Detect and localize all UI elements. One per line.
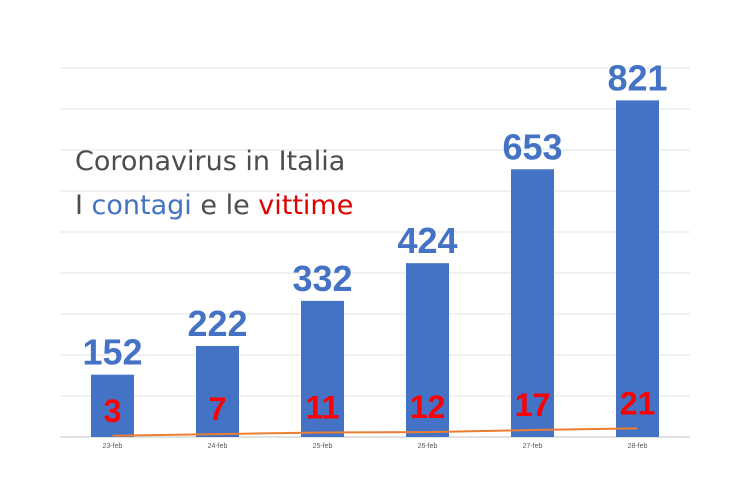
bar-28-feb (616, 100, 659, 437)
chart-title-line1: Coronavirus in Italia (75, 146, 345, 177)
bar-24-feb (196, 345, 239, 437)
bar-26-feb (406, 263, 449, 437)
gridlines (60, 67, 690, 397)
bar-23-feb (91, 374, 134, 437)
title-contagi: contagi (92, 190, 192, 221)
contagi-label-26-feb: 424 (397, 220, 457, 261)
contagi-label-23-feb: 152 (82, 332, 142, 373)
vittime-label-27-feb: 17 (515, 387, 551, 423)
bar-25-feb (301, 300, 344, 437)
x-tick-24-feb: 24-feb (208, 443, 228, 450)
vittime-label-23-feb: 3 (104, 393, 122, 429)
x-tick-labels: 23-feb 24-feb 25-feb 26-feb 27-feb 28-feb (103, 443, 648, 450)
vittime-label-28-feb: 21 (620, 385, 656, 421)
contagi-label-24-feb: 222 (187, 303, 247, 344)
vittime-label-25-feb: 11 (306, 389, 340, 425)
vittime-label-24-feb: 7 (209, 391, 227, 427)
bars (91, 100, 659, 437)
x-tick-23-feb: 23-feb (103, 443, 123, 450)
vittime-label-26-feb: 12 (410, 389, 446, 425)
title-vittime: vittime (258, 190, 353, 221)
x-tick-27-feb: 27-feb (523, 443, 543, 450)
x-tick-28-feb: 28-feb (628, 443, 648, 450)
vittime-line (112, 427, 638, 437)
title-prefix: I (75, 190, 92, 221)
contagi-label-25-feb: 332 (292, 258, 352, 299)
title-middle: e le (192, 190, 258, 221)
contagi-label-27-feb: 653 (502, 126, 562, 167)
x-tick-26-feb: 26-feb (418, 443, 438, 450)
data-labels: 152 3 222 7 332 11 424 12 653 17 821 21 (82, 57, 667, 428)
chart-title-line2: I contagi e le vittime (75, 190, 353, 221)
bar-27-feb (511, 169, 554, 437)
x-tick-25-feb: 25-feb (313, 443, 333, 450)
contagi-label-28-feb: 821 (607, 57, 667, 98)
